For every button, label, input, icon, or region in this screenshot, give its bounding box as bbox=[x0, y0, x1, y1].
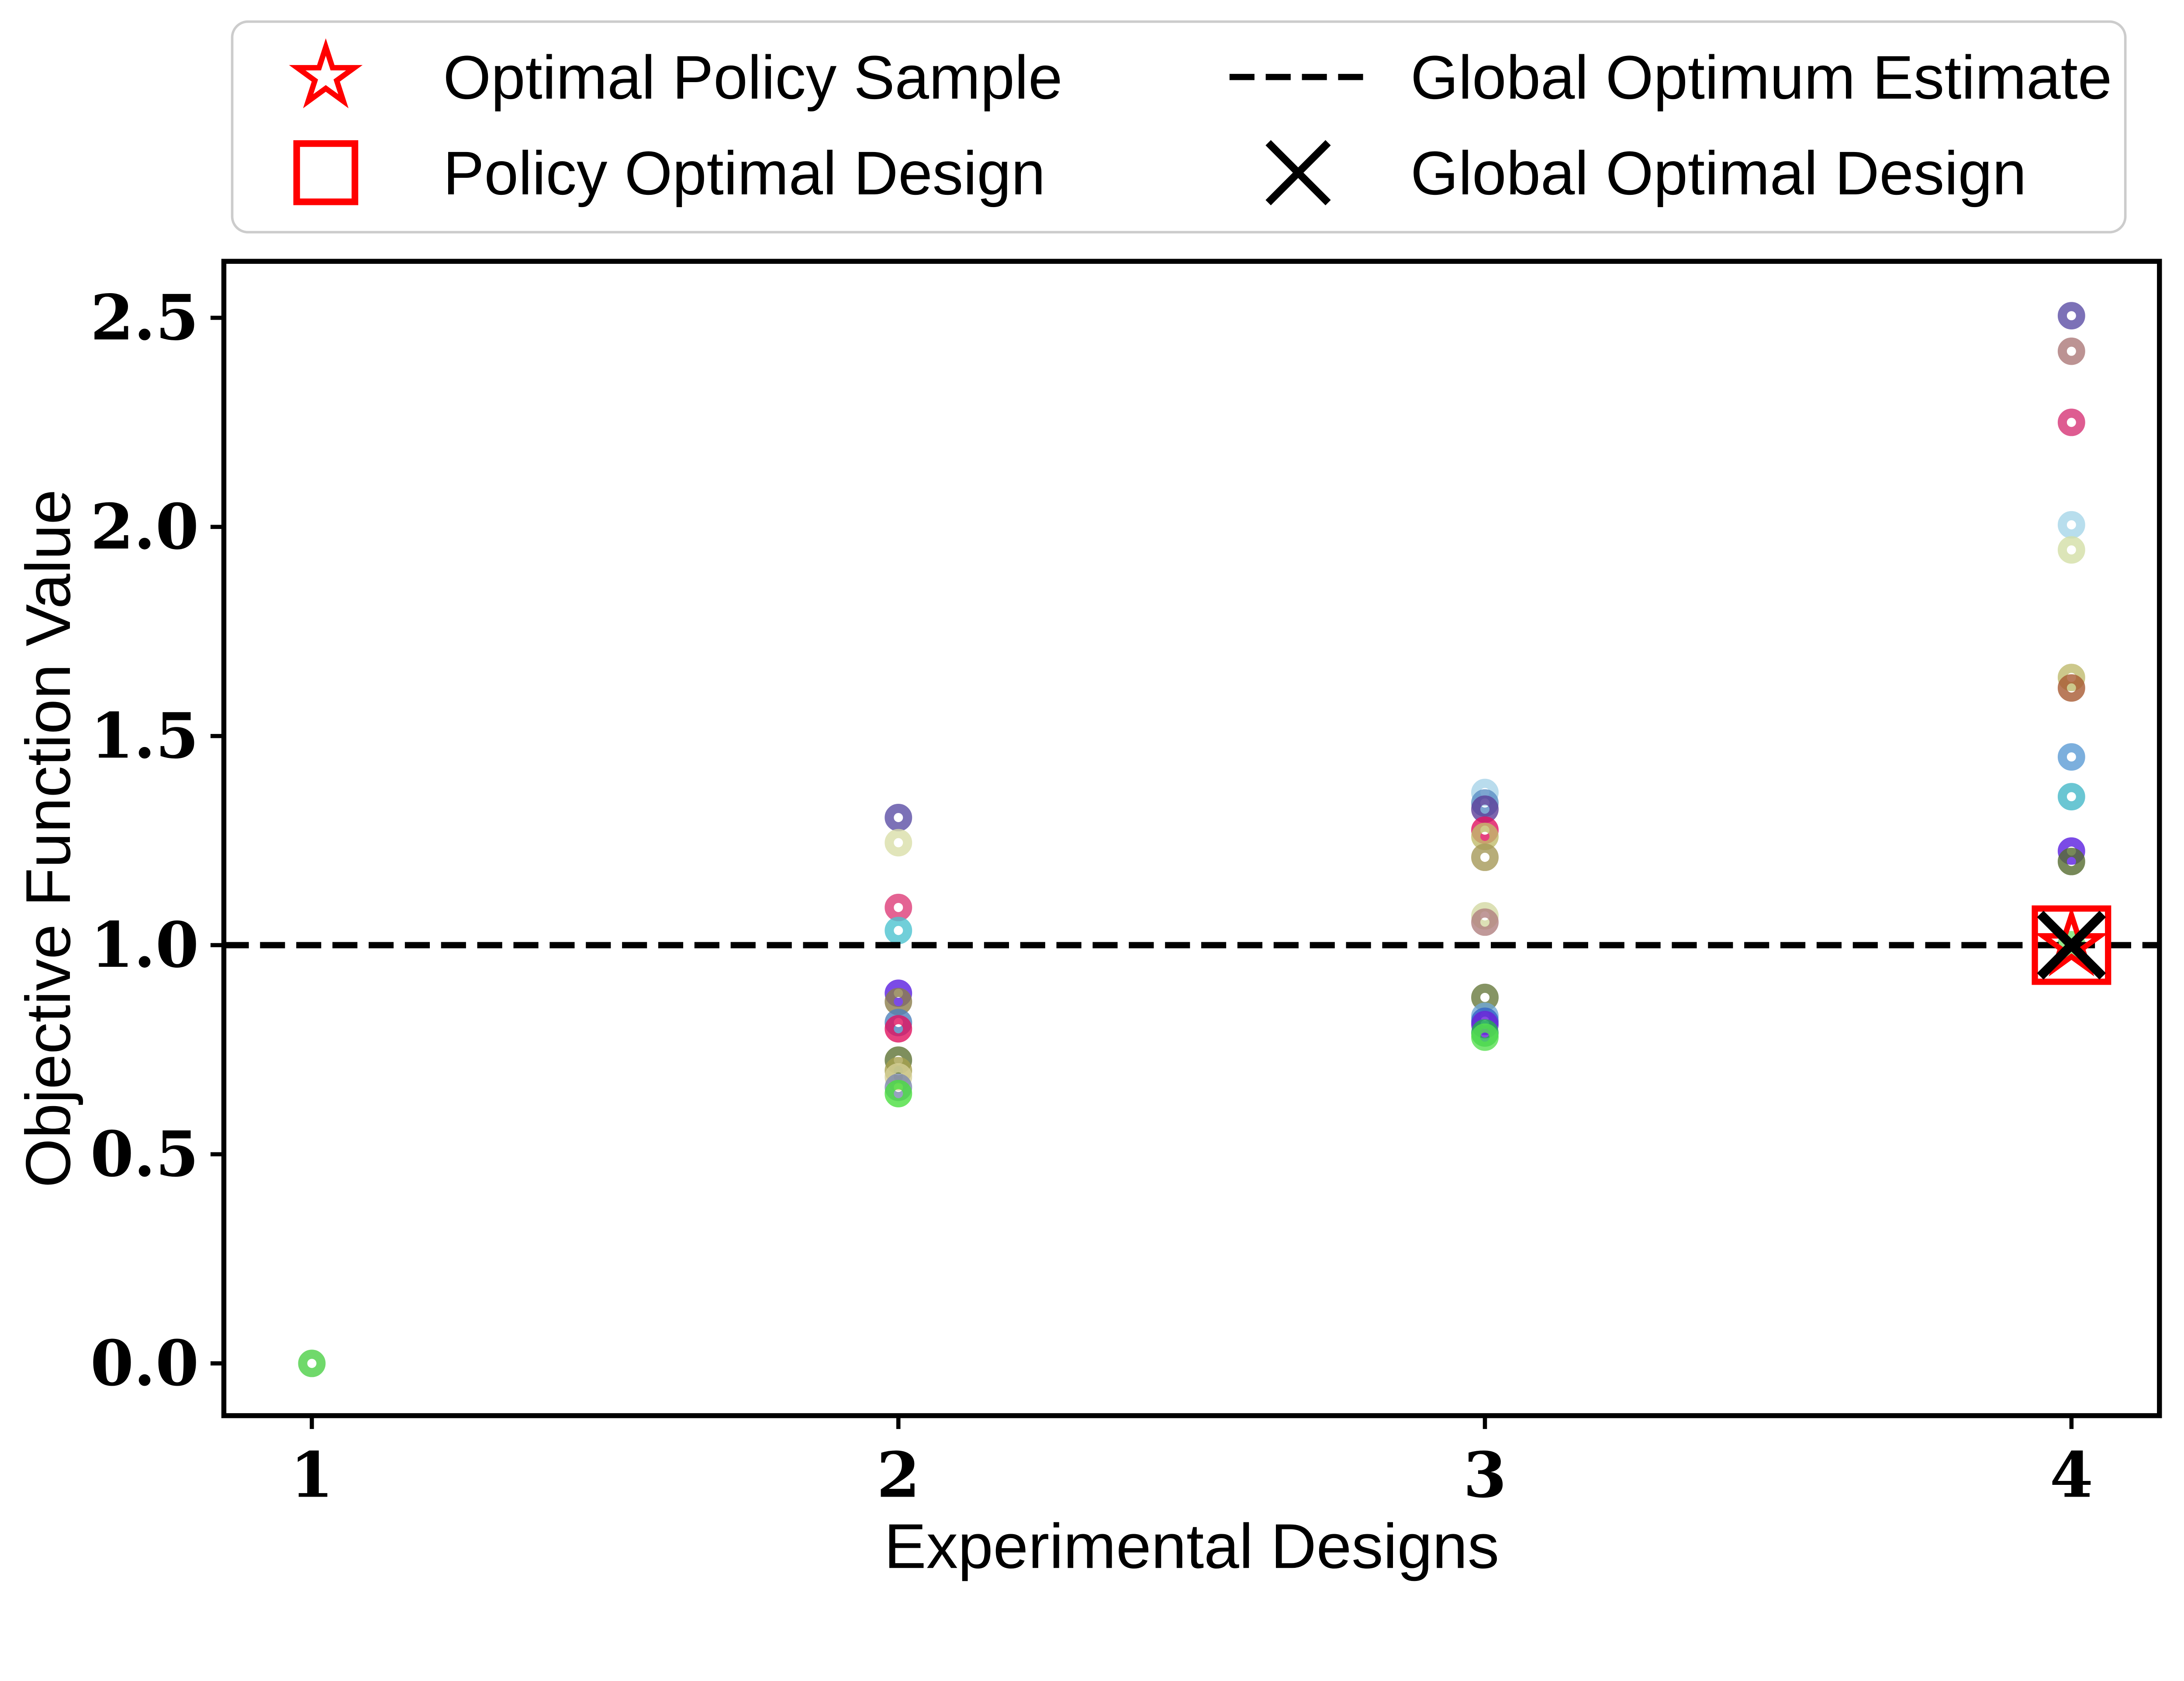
legend-label-policy-optimal-design: Policy Optimal Design bbox=[443, 138, 1045, 208]
scatter-point bbox=[2057, 783, 2085, 811]
star-icon bbox=[289, 38, 363, 108]
legend-label-global-optimum-estimate: Global Optimum Estimate bbox=[1410, 43, 2112, 112]
x-axis-label: Experimental Designs bbox=[884, 1511, 1499, 1581]
scatter-point bbox=[885, 804, 912, 831]
plot-area: 1 2 3 4 0.0 0.5 1.0 1.5 2.0 2.5 bbox=[90, 259, 2162, 1512]
scatter-point bbox=[2057, 337, 2085, 365]
scatter-point bbox=[2057, 664, 2085, 692]
y-tick-label: 2.0 bbox=[90, 490, 199, 564]
legend: Optimal Policy Sample Policy Optimal Des… bbox=[231, 20, 2127, 234]
global-optimal-design-marker bbox=[2037, 910, 2106, 980]
scatter-point bbox=[2057, 743, 2085, 771]
scatter-point bbox=[1471, 908, 1499, 936]
square-icon bbox=[293, 140, 359, 205]
x-tick-label: 3 bbox=[1463, 1438, 1507, 1512]
scatter-point bbox=[885, 893, 912, 921]
scatter-point bbox=[2057, 674, 2085, 702]
scatter-point bbox=[1471, 1023, 1499, 1051]
y-tick-label: 0.5 bbox=[90, 1117, 199, 1191]
scatter-point bbox=[2057, 408, 2085, 436]
scatter-chart: 1 2 3 4 0.0 0.5 1.0 1.5 2.0 2.5 Experimental Desi… bbox=[13, 20, 2162, 1581]
scatter-point bbox=[885, 1079, 912, 1107]
y-tick-label: 1.0 bbox=[90, 908, 199, 982]
scatter-point bbox=[885, 829, 912, 857]
legend-box bbox=[231, 20, 2127, 234]
scatter-point bbox=[885, 1015, 912, 1043]
scatter-point bbox=[2057, 511, 2085, 539]
scatter-point bbox=[1471, 844, 1499, 871]
scatter-point bbox=[2057, 847, 2085, 875]
scatter-point bbox=[2057, 302, 2085, 330]
x-tick-label: 1 bbox=[290, 1438, 333, 1512]
optimal-policy-sample-star bbox=[2035, 906, 2108, 977]
x-tick-label: 2 bbox=[877, 1438, 920, 1512]
y-axis-label: Objective Function Value bbox=[13, 489, 83, 1188]
x-mark-icon bbox=[1265, 140, 1331, 205]
scatter-point bbox=[2057, 837, 2085, 865]
x-tick-label: 4 bbox=[2050, 1438, 2093, 1512]
legend-label-global-optimal-design: Global Optimal Design bbox=[1410, 138, 2026, 208]
scatter-point bbox=[2057, 536, 2085, 564]
plot-border bbox=[221, 259, 2162, 1418]
y-tick-label: 0.0 bbox=[90, 1326, 199, 1400]
scatter-point bbox=[298, 1349, 326, 1377]
scatter-point bbox=[885, 917, 912, 944]
y-tick-label: 2.5 bbox=[90, 281, 199, 354]
legend-label-optimal-policy-sample: Optimal Policy Sample bbox=[443, 43, 1062, 112]
y-tick-label: 1.5 bbox=[90, 699, 199, 772]
figure: 1 2 3 4 0.0 0.5 1.0 1.5 2.0 2.5 Experimental Desi… bbox=[13, 20, 2162, 1582]
